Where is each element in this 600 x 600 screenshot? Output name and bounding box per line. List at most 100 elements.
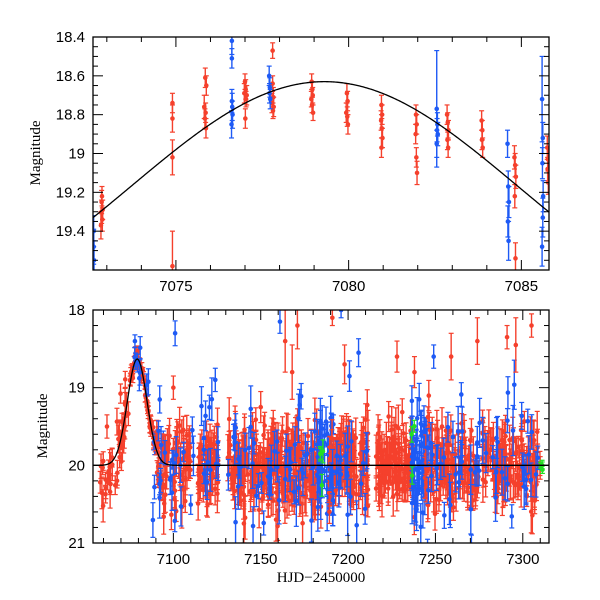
data-point-blue: [132, 334, 138, 348]
data-point-blue: [505, 376, 511, 410]
data-point-blue: [468, 444, 474, 495]
data-point-red: [251, 473, 257, 512]
y-tick-label: 19.2: [56, 184, 85, 201]
data-point-red: [400, 445, 406, 493]
x-tick-label: 7150: [244, 551, 277, 568]
data-point-red: [350, 480, 356, 503]
data-point-blue: [293, 475, 299, 527]
data-point-red: [529, 313, 535, 338]
data-point-red: [122, 370, 128, 388]
data-point-blue: [434, 129, 440, 158]
data-point-blue: [155, 420, 161, 442]
data-point-blue: [150, 502, 156, 538]
data-point-red: [426, 379, 432, 412]
data-point-red: [511, 468, 517, 499]
data-point-red: [310, 104, 316, 122]
data-point-blue: [272, 430, 278, 472]
data-point-blue: [283, 433, 289, 468]
data-point-red: [241, 481, 247, 520]
x-tick-label: 7250: [419, 551, 452, 568]
data-point-blue: [203, 400, 209, 432]
data-point-blue: [206, 394, 212, 421]
data-point-blue: [539, 147, 545, 180]
data-point-blue: [250, 506, 256, 543]
data-point-blue: [356, 338, 362, 368]
data-point-blue: [295, 393, 301, 444]
data-point-blue: [499, 448, 505, 496]
data-point-blue: [456, 457, 462, 488]
data-point-green: [411, 419, 417, 433]
data-point-blue: [145, 368, 151, 396]
data-point-red: [100, 451, 106, 471]
data-point-red: [184, 414, 190, 457]
data-point-blue: [181, 441, 187, 463]
y-tick-label: 21: [68, 535, 85, 552]
data-point-blue: [506, 185, 512, 219]
data-point-red: [282, 310, 288, 373]
data-point-red: [170, 375, 176, 400]
data-point-blue: [291, 479, 297, 505]
data-point-red: [385, 458, 391, 506]
data-point-blue: [299, 457, 305, 481]
data-point-blue: [151, 474, 157, 500]
data-point-red: [445, 137, 451, 158]
data-point-blue: [292, 426, 298, 464]
y-tick-label: 18: [68, 302, 85, 319]
data-point-blue: [533, 451, 539, 498]
data-point-blue: [317, 478, 323, 504]
data-point-red: [160, 475, 166, 495]
data-point-blue: [312, 412, 318, 451]
bottom-frame: [92, 309, 550, 544]
data-point-blue: [172, 320, 178, 347]
data-point-red: [400, 423, 406, 444]
data-point-blue: [458, 382, 464, 407]
data-point-green: [317, 447, 323, 460]
y-tick-label: 19: [68, 146, 85, 163]
data-point-green: [409, 466, 415, 485]
data-point-red: [513, 317, 519, 373]
data-point-blue: [362, 492, 368, 525]
data-point-blue: [348, 420, 354, 463]
data-point-blue: [431, 344, 437, 369]
data-point-blue: [528, 462, 534, 498]
data-point-red: [104, 414, 110, 439]
data-point-red: [180, 415, 186, 445]
data-point-blue: [433, 445, 439, 491]
data-point-blue: [134, 353, 140, 373]
data-point-red: [342, 344, 348, 385]
data-point-blue: [178, 486, 184, 527]
data-point-blue: [455, 405, 461, 457]
data-point-red: [169, 230, 175, 270]
data-point-red: [345, 114, 351, 135]
data-point-blue: [502, 456, 508, 501]
data-point-red: [197, 479, 203, 501]
data-point-blue: [277, 310, 283, 334]
top-plot-area: [93, 37, 549, 270]
data-point-blue: [417, 440, 423, 487]
data-point-blue: [308, 498, 314, 543]
data-point-blue: [157, 476, 163, 519]
data-point-red: [230, 460, 236, 496]
data-point-red: [242, 108, 248, 129]
data-point-red: [277, 432, 283, 470]
data-point-red: [413, 123, 419, 145]
data-point-red: [432, 497, 438, 531]
data-point-red: [327, 435, 333, 459]
data-point-blue: [441, 501, 447, 529]
data-point-red: [118, 383, 124, 404]
data-point-red: [399, 398, 405, 427]
data-point-blue: [317, 409, 323, 437]
data-point-red: [448, 414, 454, 448]
data-point-red: [373, 475, 379, 502]
data-point-blue: [188, 494, 194, 515]
data-point-blue: [347, 478, 353, 515]
top-frame: [92, 36, 550, 271]
data-point-blue: [323, 406, 329, 437]
data-point-blue: [409, 385, 415, 417]
data-point-red: [256, 491, 262, 529]
bottom-panel: 7100 7150 7200 7250 7300 18 19 20 21 Magnitude H…: [35, 302, 550, 586]
data-point-blue: [425, 538, 431, 543]
data-point-blue: [265, 457, 271, 496]
bottom-axis-ticks: 7100 7150 7200 7250 7300 18 19 20 21: [68, 302, 549, 568]
data-point-blue: [346, 360, 352, 392]
